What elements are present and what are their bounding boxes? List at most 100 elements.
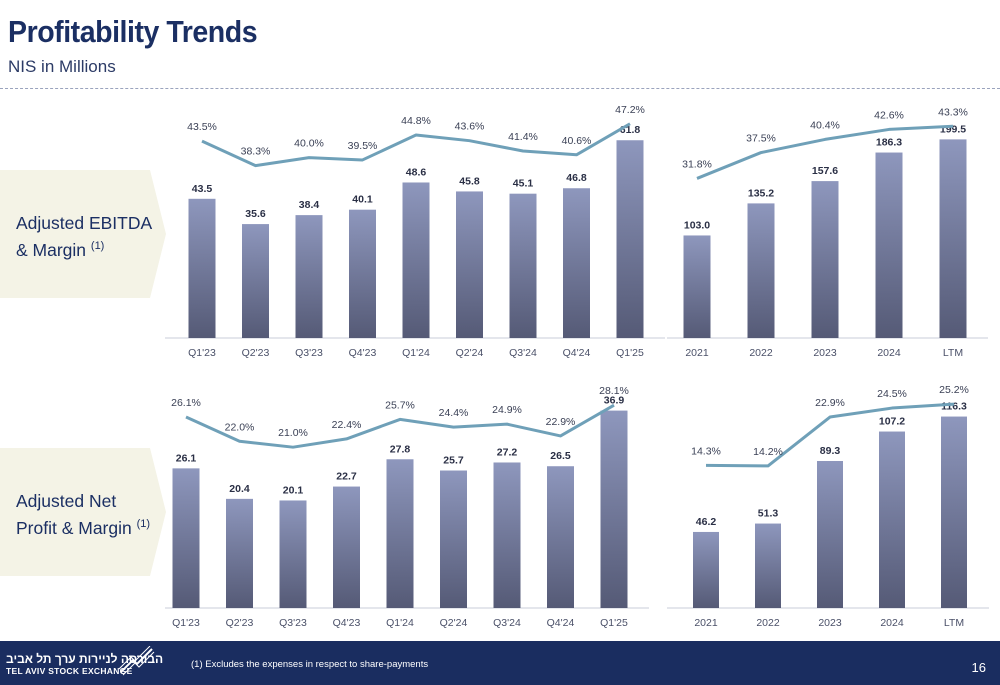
bar — [333, 486, 360, 608]
margin-line — [201, 122, 631, 168]
row-label-arrow — [150, 170, 166, 298]
margin-label: 22.9% — [546, 416, 576, 428]
bar-value-label: 27.2 — [497, 446, 518, 458]
bar — [402, 182, 430, 338]
margin-label: 21.0% — [278, 427, 308, 439]
margin-line — [705, 402, 955, 468]
row-label-footnote-ref: (1) — [90, 240, 105, 252]
x-tick-label: Q1'23 — [188, 347, 216, 359]
bar — [349, 209, 376, 338]
x-tick-label: Q3'23 — [295, 347, 323, 359]
bar-value-label: 51.3 — [758, 508, 779, 520]
bar-value-label: 20.1 — [283, 484, 304, 496]
margin-label: 40.6% — [562, 135, 592, 147]
margin-label: 31.8% — [682, 158, 712, 170]
bar — [172, 468, 200, 608]
margin-label: 22.9% — [815, 397, 845, 409]
bar — [941, 416, 967, 608]
ebitda-annual-chart: 103.0 2021 135.2 2022 157.6 2023 186.3 2024 199.… — [667, 106, 988, 359]
margin-label: 40.0% — [294, 138, 324, 150]
margin-label: 47.2% — [615, 104, 645, 116]
margin-label: 24.4% — [439, 407, 469, 419]
margin-label: 22.4% — [332, 419, 362, 431]
page-title: Profitability Trends — [8, 14, 258, 49]
bar — [563, 188, 590, 338]
bar-value-label: 61.8 — [620, 124, 641, 136]
header-divider — [0, 88, 1000, 89]
bar-value-label: 89.3 — [820, 445, 841, 457]
footnote: (1) Excludes the expenses in respect to … — [191, 659, 429, 670]
bar-value-label: 38.4 — [299, 199, 320, 211]
margin-label: 24.5% — [877, 388, 907, 400]
netprofit-annual-chart: 46.2 2021 51.3 2022 89.3 2023 107.2 2024 116.3 LT… — [667, 384, 989, 629]
margin-label: 41.4% — [508, 131, 538, 143]
row-label-net-profit: Adjusted Net Profit & Margin (1) — [0, 448, 166, 576]
margin-label: 43.3% — [938, 106, 968, 118]
bar-value-label: 103.0 — [684, 219, 710, 231]
bar-value-label: 46.8 — [566, 172, 587, 184]
page-subtitle: NIS in Millions — [8, 57, 116, 76]
bar-value-label: 46.2 — [696, 516, 717, 528]
bar-value-label: 48.6 — [406, 166, 427, 178]
bar-value-label: 157.6 — [812, 165, 838, 177]
logo-hebrew-text: הבורסה לניירות ערך תל אביב — [6, 652, 164, 666]
x-tick-label: Q1'24 — [402, 347, 430, 359]
bar — [939, 139, 967, 338]
bar-value-label: 20.4 — [229, 483, 250, 495]
bar — [875, 152, 903, 338]
bar — [386, 459, 414, 608]
bar — [440, 470, 467, 608]
x-tick-label: Q4'23 — [333, 617, 361, 629]
bar-value-label: 45.8 — [459, 175, 480, 187]
margin-line — [185, 403, 615, 449]
x-tick-label: 2022 — [756, 617, 780, 629]
margin-label: 40.4% — [810, 119, 840, 131]
bar — [279, 500, 307, 608]
row-label-line2: & Margin — [16, 239, 87, 260]
bar — [547, 466, 574, 608]
x-tick-label: Q4'24 — [563, 347, 591, 359]
bar — [600, 410, 628, 608]
bar-value-label: 199.5 — [940, 123, 966, 135]
margin-label: 42.6% — [874, 109, 904, 121]
x-tick-label: Q1'23 — [172, 617, 200, 629]
margin-label: 28.1% — [599, 385, 629, 397]
bar — [226, 498, 253, 608]
x-tick-label: Q2'24 — [456, 347, 484, 359]
margin-label: 38.3% — [241, 146, 271, 158]
margin-label: 43.6% — [455, 121, 485, 133]
x-tick-label: Q2'23 — [242, 347, 270, 359]
bar-value-label: 36.9 — [604, 395, 625, 407]
row-label-line1: Adjusted Net — [16, 491, 117, 511]
x-tick-label: Q2'24 — [440, 617, 468, 629]
x-tick-label: 2023 — [813, 347, 837, 359]
x-tick-label: 2024 — [877, 347, 901, 359]
x-tick-label: 2021 — [694, 617, 718, 629]
bar-value-label: 22.7 — [336, 471, 357, 483]
bar — [683, 235, 711, 338]
tase-logo: הבורסה לניירות ערך תל אביב TEL AVIV STOC… — [6, 652, 163, 676]
bar — [747, 203, 775, 338]
x-tick-label: Q2'23 — [226, 617, 254, 629]
x-tick-label: Q1'24 — [386, 617, 414, 629]
page-number: 16 — [971, 660, 986, 675]
margin-label: 25.7% — [385, 399, 415, 411]
margin-label: 26.1% — [171, 397, 201, 409]
ebitda-quarterly-chart: 43.5 Q1'23 35.6 Q2'23 38.4 Q3'23 40.1 Q4'23 48.6… — [165, 104, 665, 359]
bar — [879, 431, 905, 608]
x-tick-label: Q3'24 — [509, 347, 537, 359]
bar-value-label: 35.6 — [245, 208, 266, 220]
logo-english-text: TEL AVIV STOCK EXCHANGE — [6, 666, 133, 676]
x-tick-label: LTM — [943, 347, 963, 359]
x-tick-label: LTM — [944, 617, 964, 629]
bar-value-label: 135.2 — [748, 187, 774, 199]
bar — [295, 215, 323, 338]
bar — [755, 523, 781, 608]
bar-value-label: 45.1 — [513, 178, 534, 190]
row-label-line2: Profit & Margin — [16, 517, 132, 538]
row-label-line1: Adjusted EBITDA — [16, 213, 153, 233]
netprofit-quarterly-chart: 26.1 Q1'23 20.4 Q2'23 20.1 Q3'23 22.7 Q4'23 27.8… — [165, 385, 649, 629]
x-tick-label: Q1'25 — [600, 617, 628, 629]
margin-line — [696, 124, 954, 180]
bar — [188, 198, 216, 338]
